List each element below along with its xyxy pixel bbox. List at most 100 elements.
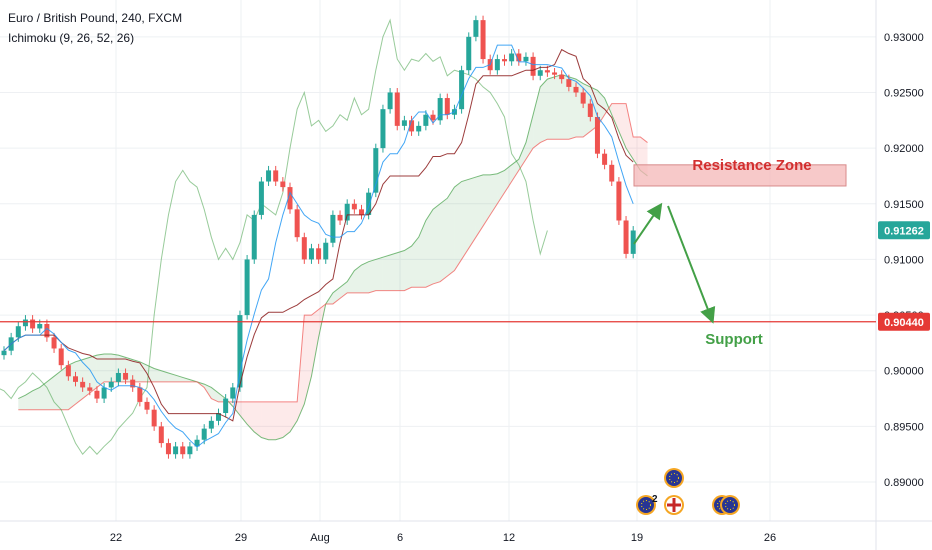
candle-body <box>373 148 379 193</box>
candle-body <box>530 56 536 76</box>
kumo-cloud-segment <box>54 370 62 410</box>
candle-body <box>430 114 436 121</box>
event-count: 2 <box>652 494 658 505</box>
candle-body <box>366 192 372 215</box>
kumo-cloud-segment <box>275 401 283 440</box>
candle-body <box>330 214 336 243</box>
kumo-cloud-segment <box>75 359 83 405</box>
time-tick-label: 6 <box>397 532 403 544</box>
kumo-cloud-segment <box>483 174 491 227</box>
kumo-cloud-segment <box>168 372 176 382</box>
candle-body <box>359 209 364 215</box>
kumo-cloud-segment <box>18 395 26 410</box>
candle-body <box>137 387 143 402</box>
event-badge[interactable]: 2 <box>636 494 658 515</box>
candle-body <box>80 381 86 388</box>
candle-body <box>130 379 136 388</box>
candle-body <box>237 315 243 388</box>
price-tick-label: 0.91000 <box>884 254 924 266</box>
candle-body <box>523 56 529 62</box>
candle-body <box>580 92 586 104</box>
kumo-cloud-segment <box>254 401 262 438</box>
candle-body <box>223 398 229 414</box>
candle-body <box>630 230 636 254</box>
candle-body <box>37 323 43 329</box>
kumo-cloud-segment <box>475 174 484 238</box>
candle-body <box>509 53 515 62</box>
kumo-cloud-segment <box>132 359 140 382</box>
kumo-cloud-segment <box>490 173 498 215</box>
candle-body <box>573 86 579 93</box>
time-tick-label: 12 <box>503 532 515 544</box>
candle-body <box>308 248 314 260</box>
kumo-cloud-segment <box>611 103 619 132</box>
kumo-cloud-segment <box>411 237 419 288</box>
time-tick-label: Aug <box>310 532 330 544</box>
kumo-cloud-segment <box>268 401 276 440</box>
candle-body <box>273 170 279 182</box>
eu-flag-icon <box>722 497 738 513</box>
kumo-cloud-segment <box>139 361 147 382</box>
economic-events[interactable]: 2 <box>636 468 740 515</box>
kumo-cloud-segment <box>89 355 97 393</box>
kijun-sen-line <box>3 48 634 422</box>
kumo-cloud-segment <box>211 387 219 402</box>
support-price-badge[interactable] <box>878 312 930 331</box>
kumo-cloud-segment <box>39 381 47 410</box>
candle-body <box>87 387 93 391</box>
price-tick-label: 0.89000 <box>884 477 924 489</box>
candle-body <box>316 248 322 260</box>
last-price-badge[interactable] <box>878 221 930 240</box>
candle-body <box>173 446 179 455</box>
kumo-cloud-segment <box>182 377 190 382</box>
price-tick-label: 0.89500 <box>884 421 924 433</box>
kumo-cloud-segment <box>375 257 383 291</box>
symbol-title: Euro / British Pound, 240, FXCM <box>8 11 183 25</box>
candle-body <box>158 426 164 444</box>
kumo-cloud-segment <box>368 259 376 293</box>
eu-flag-icon <box>638 497 654 513</box>
time-tick-label: 29 <box>235 532 247 544</box>
kumo-cloud-segment <box>32 387 40 410</box>
kumo-cloud-segment <box>290 401 298 432</box>
kumo-cloud-segment <box>618 103 627 149</box>
candle-body <box>616 181 622 221</box>
candle-body <box>552 72 558 75</box>
candle-body <box>108 381 114 388</box>
event-badge[interactable] <box>664 495 684 515</box>
indicator-legend[interactable]: Ichimoku (9, 26, 52, 26) <box>8 31 135 45</box>
candle-body <box>394 92 400 126</box>
kumo-cloud-segment <box>540 79 548 143</box>
kumo-cloud-segment <box>511 159 519 182</box>
resistance-zone-box[interactable] <box>633 164 847 187</box>
kumo-cloud-segment <box>568 76 576 140</box>
kumo-cloud-segment <box>25 390 33 410</box>
kumo-cloud-segment <box>397 250 405 291</box>
event-badge[interactable] <box>664 468 684 488</box>
candle-body <box>187 446 193 455</box>
candle-body <box>180 446 186 455</box>
candle-body <box>294 209 300 238</box>
candle-body <box>144 401 150 410</box>
candle-body <box>280 181 286 188</box>
kumo-cloud-segment <box>447 187 455 277</box>
kumo-cloud-segment <box>390 252 398 291</box>
support-label: Support <box>705 331 763 348</box>
kumo-cloud-segment <box>561 74 569 140</box>
candle-body <box>266 170 272 182</box>
candle-body <box>337 214 343 221</box>
event-badge[interactable] <box>720 495 740 515</box>
kumo-cloud-segment <box>161 370 169 382</box>
candle-body <box>351 203 357 210</box>
candle-body <box>73 376 78 382</box>
candle-body <box>466 36 472 71</box>
candle-body <box>437 98 443 121</box>
candle-body <box>473 20 479 37</box>
candle-body <box>216 413 221 421</box>
candle-body <box>30 319 36 329</box>
senkou-span-b-line <box>18 103 648 411</box>
price-tick-label: 0.91500 <box>884 199 924 211</box>
kumo-cloud-segment <box>354 265 362 293</box>
